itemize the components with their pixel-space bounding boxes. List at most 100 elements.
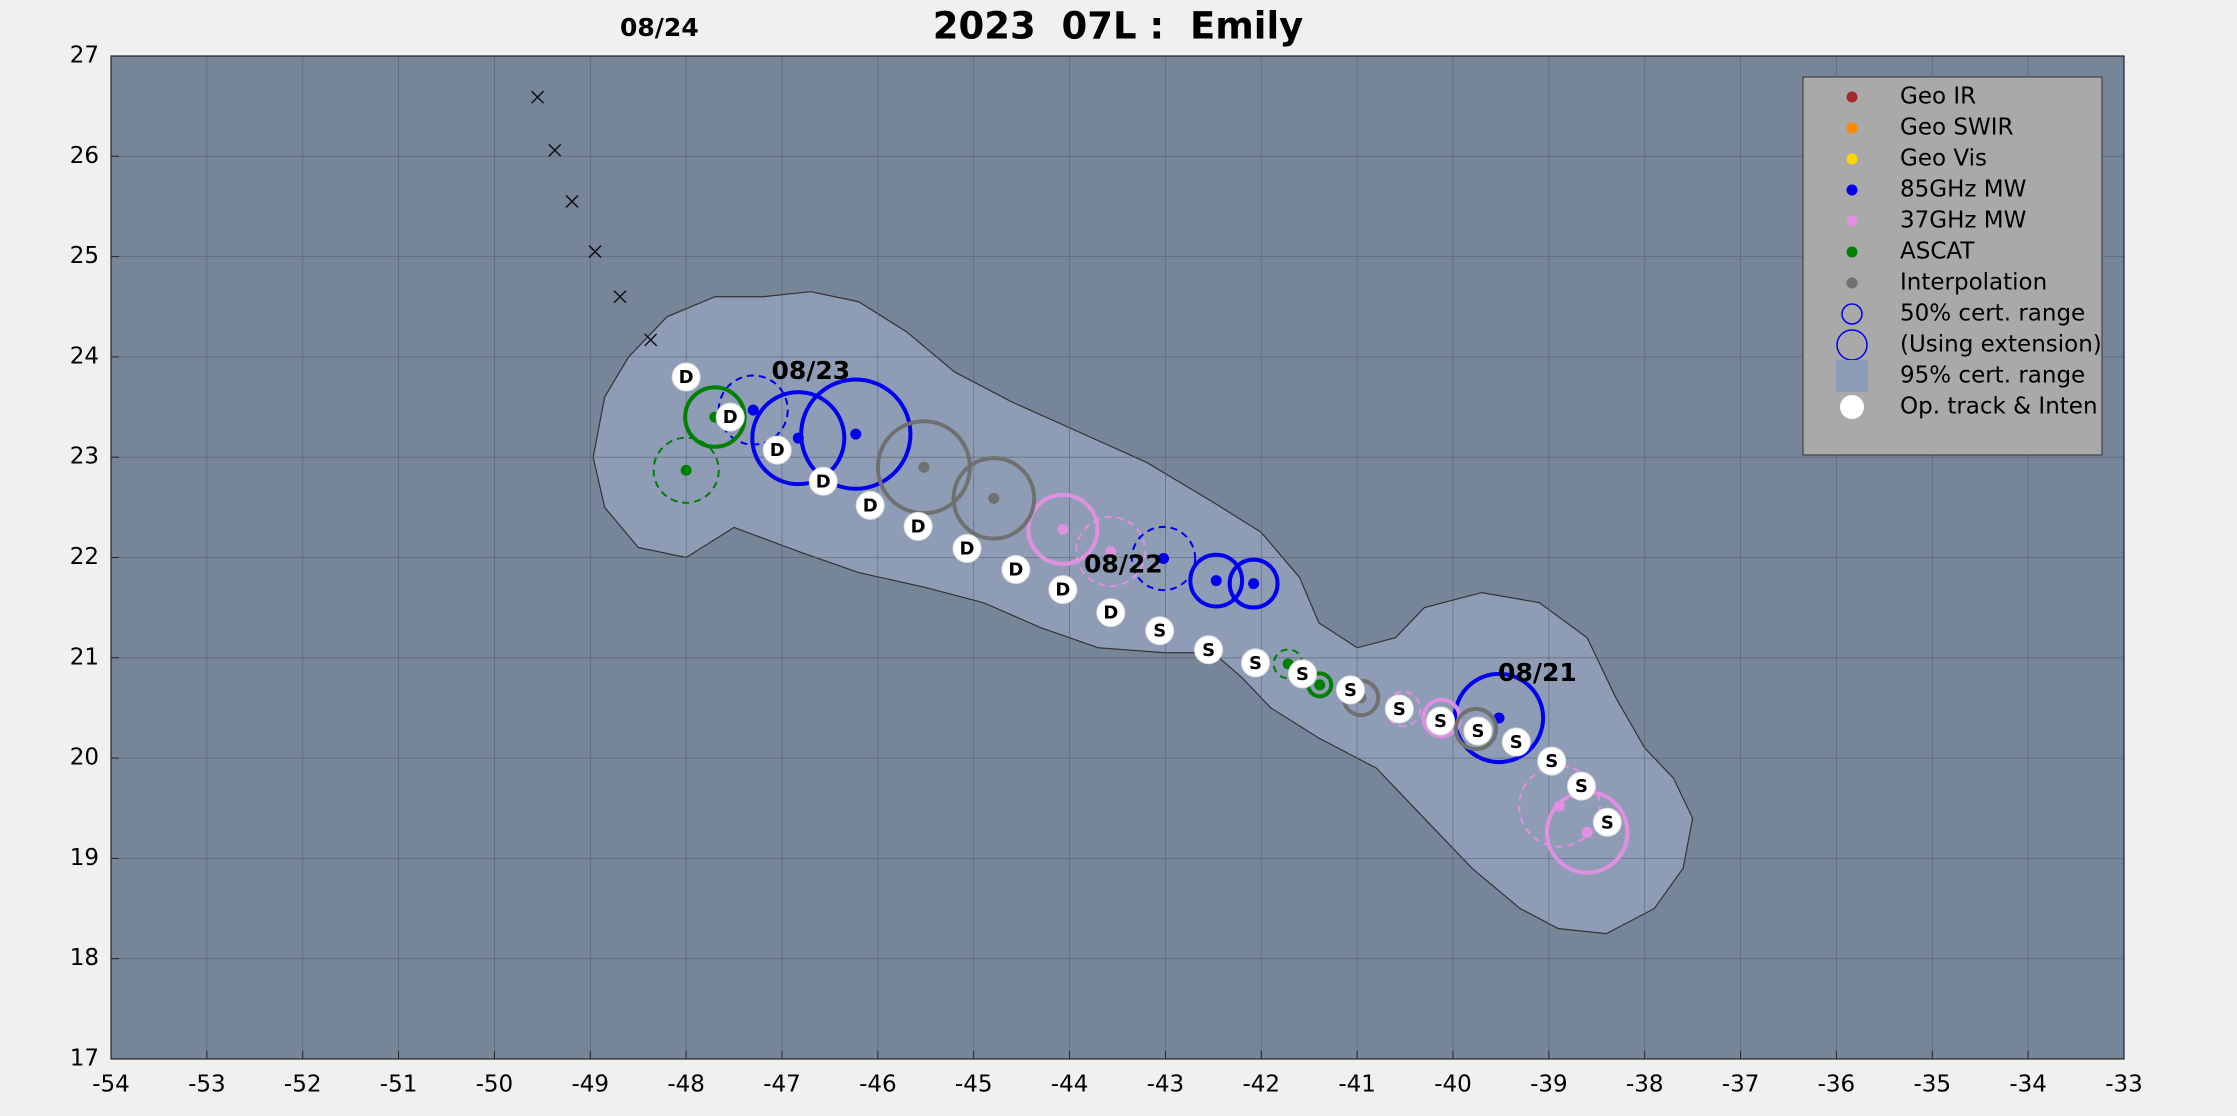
date-label: 08/22: [1084, 550, 1163, 579]
certainty-circle: [652, 436, 720, 504]
legend-label: Op. track & Inten: [1900, 394, 2098, 420]
legend-marker: [1841, 303, 1863, 325]
fix-point: [1581, 826, 1593, 838]
x-tick-label: -50: [476, 1072, 514, 1098]
x-tick-label: -51: [380, 1072, 418, 1098]
op-track-point: [952, 533, 982, 563]
past-track-point: [565, 194, 579, 208]
legend-label: Geo Vis: [1900, 146, 1987, 172]
x-tick-label: -41: [1338, 1072, 1376, 1098]
y-tick-label: 26: [70, 143, 99, 169]
legend-label: ASCAT: [1900, 239, 1975, 265]
intensity-label: S: [1344, 680, 1357, 701]
intensity-label: D: [1008, 560, 1023, 581]
op-track-point: [1048, 575, 1078, 605]
intensity-label: D: [960, 538, 975, 559]
intensity-label: S: [1510, 732, 1523, 753]
x-tick-label: -47: [763, 1072, 801, 1098]
x-tick-label: -48: [667, 1072, 705, 1098]
legend-label: Geo SWIR: [1900, 115, 2013, 141]
intensity-label: D: [816, 471, 831, 492]
legend-marker: [1846, 91, 1858, 103]
past-track-point: [613, 290, 627, 304]
op-track-point: [903, 511, 933, 541]
fix-point: [747, 404, 759, 416]
intensity-label: S: [1249, 653, 1262, 674]
x-tick-label: -38: [1626, 1072, 1664, 1098]
fix-point: [918, 461, 930, 473]
op-track-point: [1288, 659, 1318, 689]
past-track-point: [644, 333, 658, 347]
y-tick-label: 17: [70, 1046, 99, 1072]
y-tick-label: 27: [70, 43, 99, 69]
x-tick-label: -37: [1722, 1072, 1760, 1098]
legend-marker: [1840, 395, 1864, 419]
certainty-circle: [1075, 515, 1147, 587]
op-track-point: [671, 362, 701, 392]
certainty-circle: [1026, 492, 1100, 566]
intensity-label: S: [1434, 711, 1447, 732]
intensity-label: D: [723, 407, 738, 428]
op-track-point: [808, 466, 838, 496]
fix-point: [1248, 578, 1260, 590]
x-tick-label: -54: [92, 1072, 130, 1098]
y-tick-label: 19: [70, 845, 99, 871]
legend-label: 85GHz MW: [1900, 177, 2026, 203]
legend-marker: [1846, 122, 1858, 134]
y-tick-label: 18: [70, 945, 99, 971]
y-tick-label: 22: [70, 544, 99, 570]
x-tick-label: -43: [1147, 1072, 1185, 1098]
intensity-label: D: [1055, 580, 1070, 601]
date-label: 08/24: [620, 13, 699, 42]
op-track-point: [1384, 694, 1414, 724]
certainty-circle: [1130, 525, 1197, 592]
x-tick-label: -36: [1818, 1072, 1856, 1098]
certainty-circle: [750, 390, 847, 487]
op-track-point: [1537, 746, 1567, 776]
certainty-circle: [951, 456, 1037, 541]
op-track-point: [1592, 807, 1622, 837]
legend-label: 95% cert. range: [1900, 363, 2085, 389]
intensity-label: S: [1393, 699, 1406, 720]
fix-point: [1210, 575, 1222, 587]
op-track-point: [1426, 706, 1456, 736]
legend-label: Interpolation: [1900, 270, 2047, 296]
fix-point: [988, 492, 1000, 504]
intensity-label: D: [770, 440, 785, 461]
y-tick-label: 25: [70, 243, 99, 269]
op-track-point: [1096, 598, 1126, 628]
x-tick-label: -40: [1434, 1072, 1472, 1098]
chart-title: 2023 07L : Emily: [933, 5, 1304, 48]
x-tick-label: -39: [1530, 1072, 1568, 1098]
y-tick-label: 21: [70, 644, 99, 670]
intensity-label: D: [911, 516, 926, 537]
past-track-point: [548, 143, 562, 157]
fix-point: [680, 464, 692, 476]
op-track-point: [1145, 616, 1175, 646]
fix-point: [1158, 553, 1170, 565]
fix-point: [1105, 545, 1117, 557]
intensity-label: D: [1103, 603, 1118, 624]
intensity-label: S: [1575, 776, 1588, 797]
certainty-circle: [1227, 557, 1280, 610]
op-track-point: [855, 490, 885, 520]
legend-marker: [1846, 153, 1858, 165]
fix-point: [1057, 523, 1069, 535]
x-tick-label: -53: [188, 1072, 226, 1098]
fix-point: [850, 428, 862, 440]
x-tick-label: -42: [1242, 1072, 1280, 1098]
y-tick-label: 23: [70, 444, 99, 470]
op-track-point: [1501, 727, 1531, 757]
certainty-circle: [799, 377, 913, 491]
date-label: 08/21: [1498, 658, 1577, 687]
intensity-label: S: [1296, 664, 1309, 685]
y-tick-label: 20: [70, 745, 99, 771]
op-track-point: [1241, 648, 1271, 678]
x-tick-label: -52: [284, 1072, 322, 1098]
op-track-point: [1566, 771, 1596, 801]
y-tick-label: 24: [70, 343, 99, 369]
legend-label: 50% cert. range: [1900, 301, 2085, 327]
intensity-label: D: [863, 495, 878, 516]
certainty-circle: [1452, 671, 1546, 765]
